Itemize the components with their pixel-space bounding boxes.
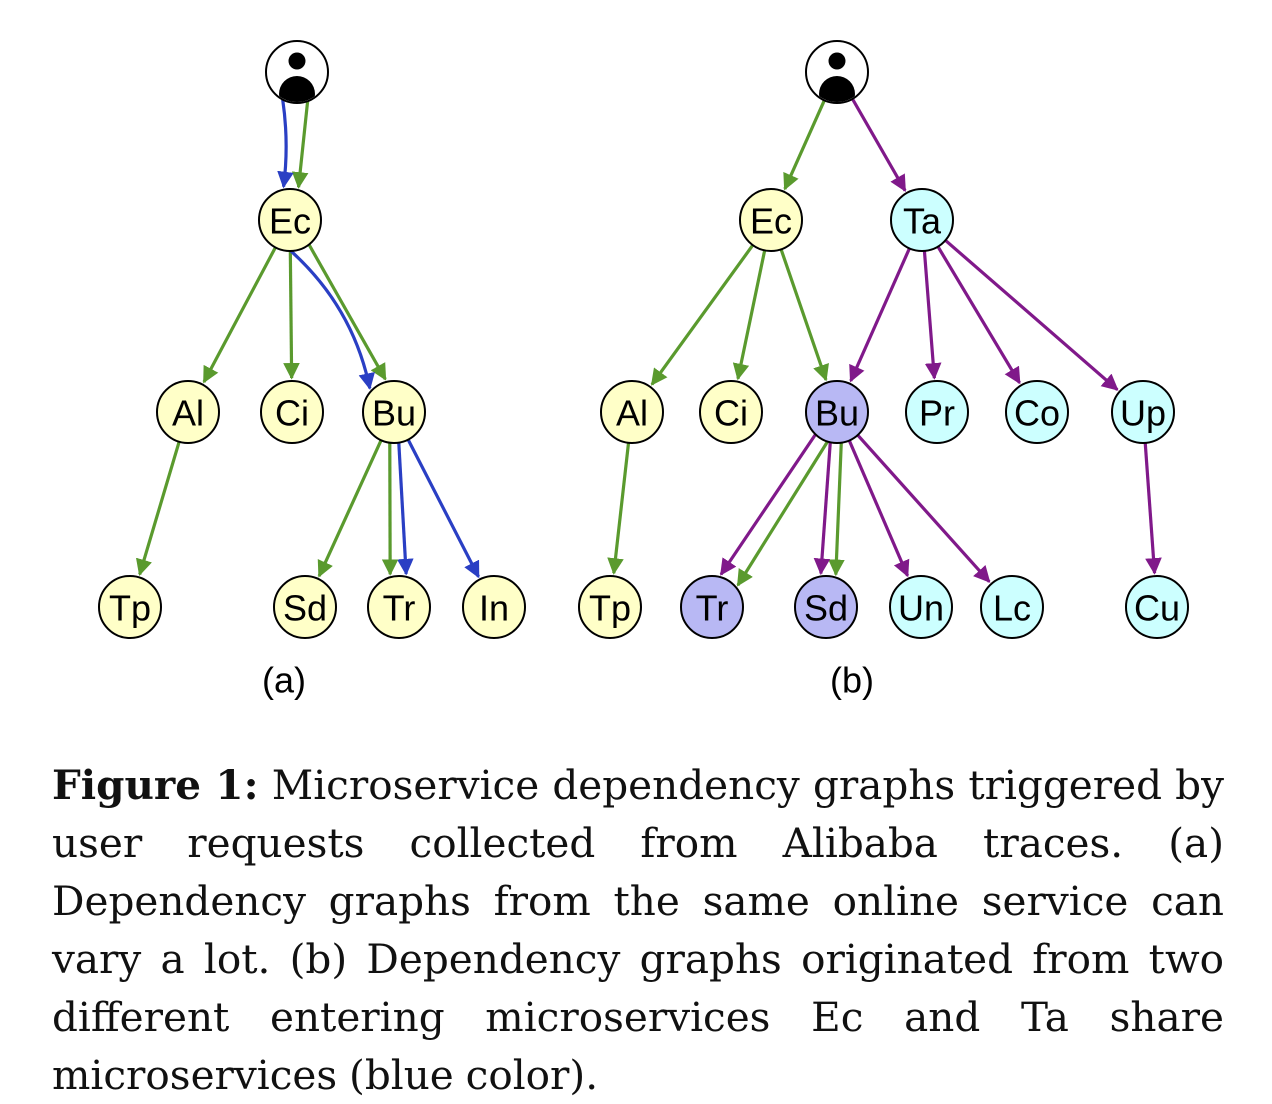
edge-b-Bu-Sd-purple (821, 442, 830, 573)
edge-b-Ta-Bu-purple (851, 248, 910, 381)
node-a-Bu: Bu (363, 381, 425, 443)
node-label: Sd (283, 588, 327, 629)
edge-a-Ec-Bu-blue (291, 251, 370, 388)
node-b-Up: Up (1112, 381, 1174, 443)
edge-b-Ta-Up-purple (945, 240, 1117, 389)
user-node-a (266, 41, 328, 112)
node-label: Sd (804, 588, 848, 629)
node-a-Sd: Sd (274, 576, 336, 638)
node-label: Up (1120, 393, 1166, 434)
node-a-Tp: Tp (99, 576, 161, 638)
node-label: Tr (383, 588, 416, 629)
node-label: Ec (269, 201, 311, 242)
edge-b-Ta-Co-purple (938, 247, 1020, 383)
panel-label-a: (a) (262, 660, 306, 701)
node-label: Tp (589, 588, 631, 629)
graph-a: Ec Al Ci Bu Tp Sd Tr In (a) (99, 41, 525, 701)
node-label: Bu (815, 393, 859, 434)
node-b-Cu: Cu (1126, 576, 1188, 638)
figure-caption: Figure 1: Microservice dependency graphs… (52, 756, 1224, 1104)
panel-label-b: (b) (830, 660, 874, 701)
edge-b-Ec-Bu-green (781, 249, 826, 380)
graph-b-edges (614, 99, 1155, 585)
node-b-Lc: Lc (981, 576, 1043, 638)
user-node-b (806, 41, 868, 112)
graph-b-nodes: Ec Ta Al Ci Bu Pr Co Up Tp Tr Sd Un Lc Cu (579, 41, 1188, 638)
node-b-Ci: Ci (700, 381, 762, 443)
node-b-Pr: Pr (906, 381, 968, 443)
edge-a-Bu-Sd-green (319, 440, 381, 576)
node-label: Cu (1134, 588, 1180, 629)
node-label: Al (616, 393, 648, 434)
graph-a-edges (140, 99, 479, 576)
graph-b: Ec Ta Al Ci Bu Pr Co Up Tp Tr Sd Un Lc Cu (b) (579, 41, 1188, 701)
dependency-graphs-figure: Ec Al Ci Bu Tp Sd Tr In (a) Ec Ta Al Ci Bu Pr Co Up Tp T… (0, 0, 1272, 720)
node-label: Ec (750, 201, 792, 242)
edge-a-Ec-Bu-green (309, 245, 385, 380)
node-b-Ta: Ta (891, 189, 953, 251)
edge-b-Bu-Un-purple (849, 440, 907, 575)
node-b-Al: Al (601, 381, 663, 443)
edge-a-Ec-Ci-green (290, 251, 291, 378)
caption-label: Figure 1: (52, 761, 259, 809)
node-label: Al (172, 393, 204, 434)
node-label: Lc (993, 588, 1031, 629)
node-a-Ci: Ci (261, 381, 323, 443)
node-a-Ec: Ec (259, 189, 321, 251)
node-a-In: In (463, 576, 525, 638)
node-label: Co (1014, 393, 1060, 434)
graph-a-nodes: Ec Al Ci Bu Tp Sd Tr In (99, 41, 525, 638)
edge-b-Ec-Al-green (652, 245, 753, 384)
node-label: Ci (714, 393, 748, 434)
caption-text: Microservice dependency graphs triggered… (52, 761, 1224, 1099)
edge-b-Ec-Ci-green (738, 250, 765, 378)
node-label: Tp (109, 588, 151, 629)
node-label: Un (898, 588, 944, 629)
edge-a-Al-Tp-green (140, 442, 179, 575)
node-label: Ta (903, 201, 942, 242)
node-label: In (479, 588, 509, 629)
node-b-Tp: Tp (579, 576, 641, 638)
node-label: Bu (372, 393, 416, 434)
edge-b-Al-Tp-green (614, 443, 629, 573)
edge-a-user-Ec-blue (283, 99, 286, 186)
edge-b-Up-Cu-purple (1145, 443, 1154, 573)
node-label: Tr (696, 588, 729, 629)
node-b-Sd: Sd (795, 576, 857, 638)
node-b-Bu: Bu (806, 381, 868, 443)
node-a-Tr: Tr (368, 576, 430, 638)
edge-b-Bu-Tr-green (738, 442, 828, 586)
edge-b-user-Ta-purple (852, 99, 905, 191)
node-label: Ci (275, 393, 309, 434)
edge-b-Bu-Tr-purple (721, 434, 815, 574)
edge-b-Bu-Sd-green (836, 443, 841, 575)
edge-b-user-Ec-green (785, 100, 825, 189)
node-a-Al: Al (157, 381, 219, 443)
edge-a-Bu-Tr-blue (399, 443, 406, 574)
edge-b-Ta-Pr-purple (924, 251, 934, 378)
edge-a-Bu-In-blue (408, 440, 478, 577)
node-b-Un: Un (890, 576, 952, 638)
edge-a-Ec-Al-green (204, 247, 276, 382)
edge-a-user-Ec-green (299, 101, 308, 187)
node-b-Co: Co (1006, 381, 1068, 443)
node-b-Tr: Tr (681, 576, 743, 638)
node-label: Pr (919, 393, 955, 434)
node-b-Ec: Ec (740, 189, 802, 251)
